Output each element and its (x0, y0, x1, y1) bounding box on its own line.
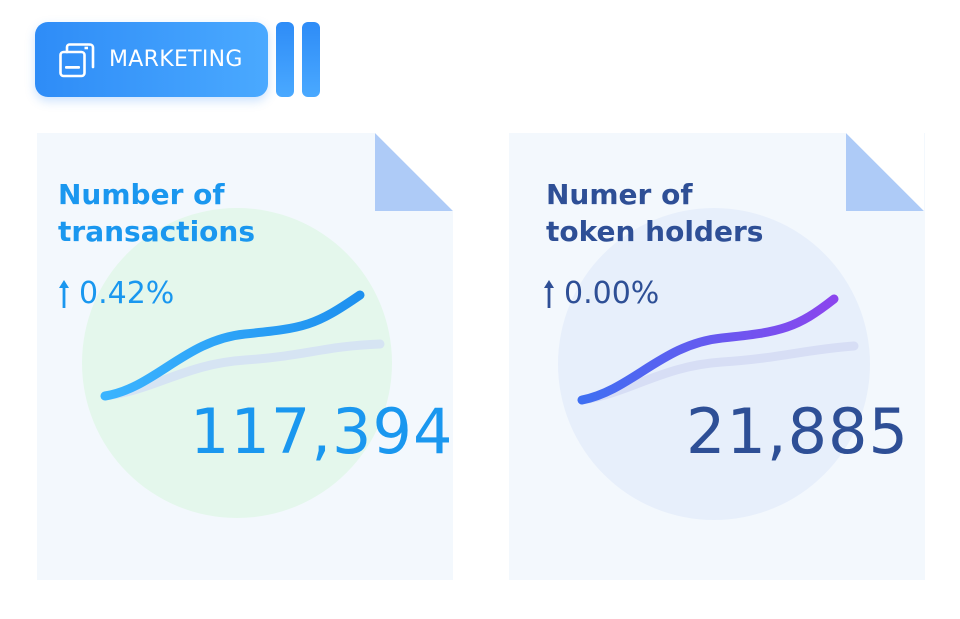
token-holders-sparkline (577, 294, 859, 405)
transactions-change: 0.42% (57, 276, 174, 311)
arrow-up-icon (59, 279, 69, 308)
marketing-tag[interactable]: MARKETING (35, 22, 268, 97)
tag-bar-right (302, 22, 320, 97)
marketing-tag-label: MARKETING (109, 47, 243, 72)
transactions-value: 117,394 (190, 395, 454, 468)
arrow-up-icon (544, 279, 554, 308)
tag-bar-left (276, 22, 294, 97)
transactions-change-value: 0.42% (79, 276, 175, 311)
page-fold-corner (375, 133, 453, 211)
transactions-title: Number of transactions (58, 178, 255, 248)
token-holders-value: 21,885 (686, 395, 909, 468)
token-holders-title: Numer of token holders (546, 178, 764, 248)
token-holders-change-value: 0.00% (564, 276, 660, 311)
stacked-windows-icon (59, 42, 97, 78)
transactions-sparkline (100, 290, 385, 401)
page-fold-corner (846, 133, 924, 211)
token-holders-change: 0.00% (542, 276, 659, 311)
